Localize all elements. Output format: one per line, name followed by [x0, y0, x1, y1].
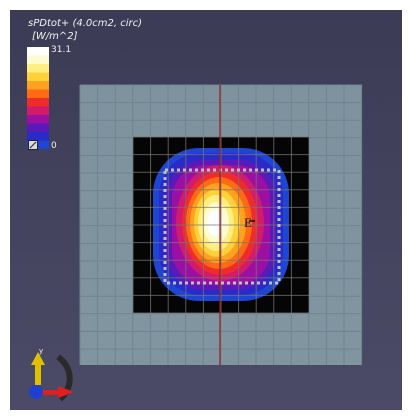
colorbar-band — [27, 115, 49, 124]
colorbar-band — [27, 123, 49, 133]
x-axis-arrow-icon — [58, 386, 74, 398]
colorbar — [27, 47, 49, 149]
colorbar-band — [27, 81, 49, 90]
y-axis-icon — [35, 363, 41, 385]
legend-title: sPDtot+ (4.0cm2, circ) — [28, 18, 143, 29]
orientation-axes[interactable]: y — [18, 345, 82, 403]
colorbar-toggle-icon[interactable] — [28, 140, 38, 150]
colorbar-band — [27, 132, 49, 141]
colorbar-band — [27, 140, 49, 149]
colorbar-band — [27, 89, 49, 99]
legend-unit: [W/m^2] — [32, 31, 78, 42]
colorbar-band — [27, 55, 49, 65]
x-axis-icon — [38, 390, 60, 395]
colorbar-band — [27, 72, 49, 82]
colorbar-band — [27, 47, 49, 56]
field-visualization[interactable]: E — [10, 10, 402, 410]
colorbar-band — [27, 106, 49, 116]
marker-label: E — [244, 215, 252, 230]
colorbar-band — [27, 98, 49, 107]
colorbar-min-label: 0 — [51, 141, 57, 151]
colorbar-band — [27, 64, 49, 73]
y-axis-arrow-icon — [31, 352, 45, 365]
3d-viewport[interactable]: E sPDtot+ (4.0cm2, circ) [W/m^2] 31.1 0 … — [10, 10, 402, 410]
source-outline — [163, 168, 281, 285]
z-axis-icon — [29, 385, 43, 399]
colorbar-max-label: 31.1 — [51, 45, 72, 55]
y-axis-label: y — [39, 347, 43, 355]
